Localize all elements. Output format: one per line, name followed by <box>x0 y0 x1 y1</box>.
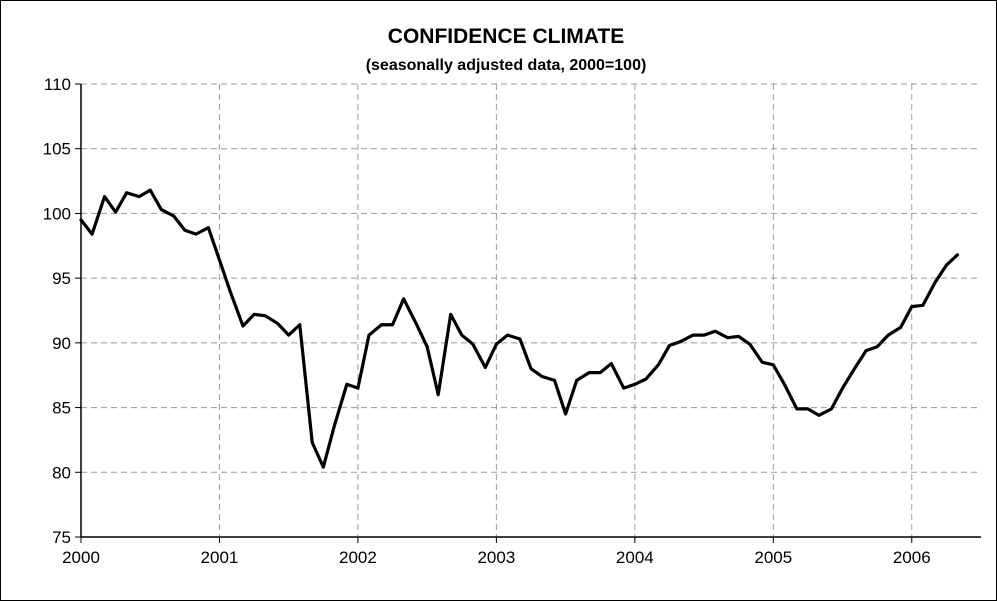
x-tick-label: 2003 <box>477 548 515 567</box>
x-tick-label: 2005 <box>754 548 792 567</box>
x-tick-label: 2006 <box>893 548 931 567</box>
chart-title: CONFIDENCE CLIMATE <box>388 25 624 48</box>
tick-labels: 75 80 85 90 95 100 105 110 2000 2001 2002 2003 2004 2… <box>43 75 931 567</box>
y-tick-label: 110 <box>44 75 71 94</box>
x-tick-label: 2002 <box>339 548 377 567</box>
y-tick-label: 85 <box>52 399 71 418</box>
y-tick-label: 80 <box>52 463 71 482</box>
x-tick-label: 2004 <box>616 548 654 567</box>
y-tick-label: 75 <box>52 528 71 547</box>
y-tick-label: 95 <box>52 269 71 288</box>
y-tick-label: 100 <box>43 204 71 223</box>
y-tick-label: 90 <box>52 334 71 353</box>
gridlines <box>81 83 981 537</box>
x-tick-label: 2001 <box>201 548 239 567</box>
x-tick-label: 2000 <box>62 548 100 567</box>
series-layer <box>79 188 960 469</box>
chart-subtitle: (seasonally adjusted data, 2000=100) <box>366 57 647 74</box>
y-tick-label: 105 <box>43 140 71 159</box>
axes <box>75 83 981 543</box>
series-line <box>79 188 960 469</box>
